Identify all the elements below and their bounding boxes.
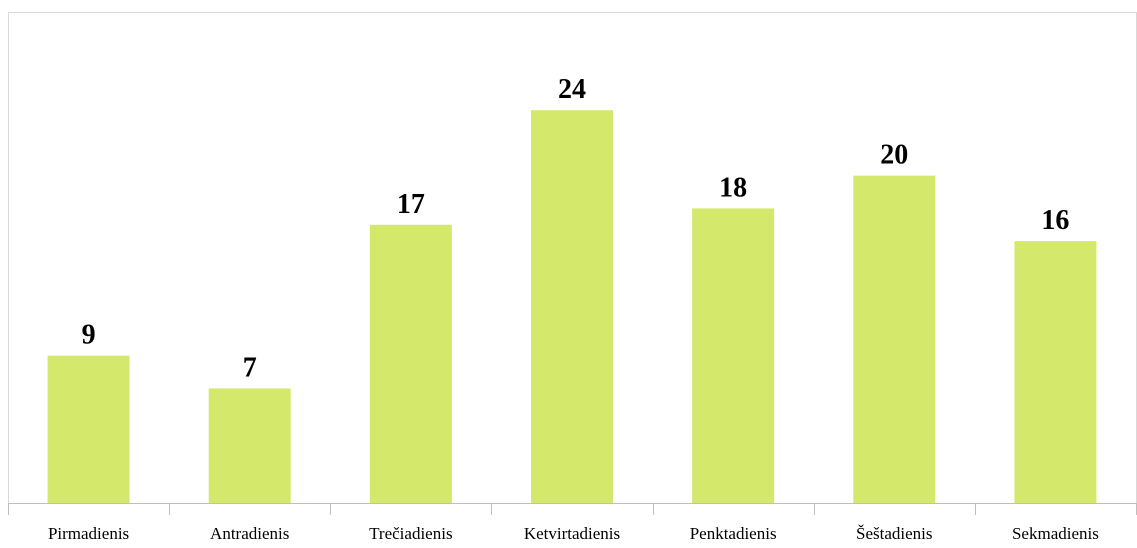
data-label: 16: [1041, 205, 1069, 236]
bar: [1014, 241, 1097, 503]
bar: [369, 224, 452, 503]
data-label: 24: [558, 74, 586, 105]
bar: [47, 355, 130, 503]
x-tick-label: Penktadienis: [690, 524, 777, 543]
bar: [531, 110, 613, 503]
data-label: 9: [82, 320, 96, 351]
bar: [208, 388, 291, 503]
x-tick-label: Trečiadienis: [369, 524, 452, 543]
x-tick-label: Pirmadienis: [48, 524, 129, 543]
x-tick-label: Antradienis: [210, 524, 289, 543]
x-tick-label: Sekmadienis: [1012, 524, 1099, 543]
data-label: 17: [397, 189, 425, 220]
data-label: 7: [243, 352, 257, 383]
data-label: 18: [719, 172, 747, 203]
bar: [692, 208, 775, 503]
bar: [853, 175, 936, 503]
data-label: 20: [880, 140, 908, 171]
x-tick-label: Ketvirtadienis: [524, 524, 620, 543]
x-tick-label: Šeštadienis: [856, 524, 933, 543]
